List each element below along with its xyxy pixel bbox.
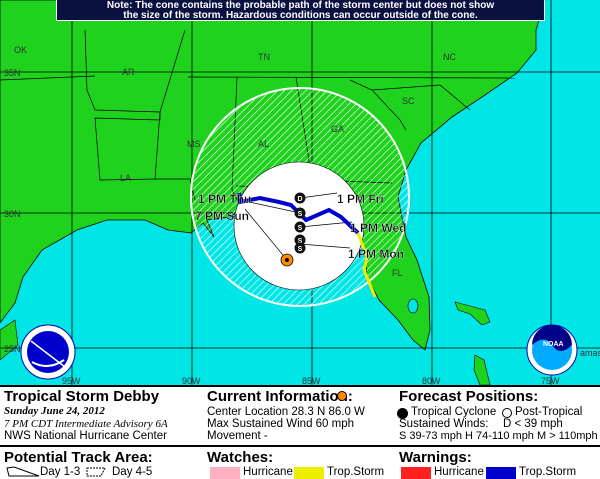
forecast-point-1: S [294, 207, 306, 219]
forecast-point-2: S [294, 221, 306, 233]
ts-warning-label: Trop.Storm [519, 466, 577, 478]
ts-watch-label: Trop.Storm [327, 466, 385, 478]
svg-text:D: D [297, 196, 302, 203]
lon-label-75w: 75W [541, 376, 560, 385]
place-label-bahamas: amas [580, 348, 600, 358]
lon-label-85w: 85W [302, 376, 321, 385]
hurricane-watch-swatch [210, 467, 240, 479]
center-location: Center Location 28.3 N 86.0 W [207, 406, 365, 418]
tropical-storm-warning-coast [237, 192, 360, 235]
banner-line-1: Note: The cone contains the probable pat… [106, 0, 495, 11]
svg-text:NOAA: NOAA [543, 341, 564, 348]
sustained-winds-label: Sustained Winds: [399, 418, 489, 430]
current-position-icon [337, 391, 347, 401]
lon-label-80w: 80W [422, 376, 441, 385]
state-label-al: AL [258, 139, 269, 149]
state-label-ok: OK [14, 45, 27, 55]
advisory-date: Sunday June 24, 2012 [4, 405, 105, 417]
svg-text:S: S [298, 225, 303, 232]
forecast-point-3: S [294, 234, 306, 246]
noaa-logo: NOAA [526, 324, 578, 376]
leader-lines [239, 192, 353, 261]
wind-class-d: D < 39 mph [503, 418, 563, 430]
state-label-sc: SC [402, 96, 415, 106]
label-1pm-mon: 1 PM Mon [348, 247, 404, 261]
forecast-point-4: S [294, 242, 306, 254]
state-label-ga: GA [331, 124, 344, 134]
day4-5-label: Day 4-5 [112, 466, 153, 478]
lat-label-35n: 35N [4, 68, 21, 78]
state-label-fl: FL [392, 268, 403, 278]
tropical-storm-watch-coast [356, 232, 377, 298]
state-label-la: LA [120, 173, 131, 183]
label-1pm-fri: 1 PM Fri [337, 192, 384, 206]
hurricane-warning-swatch [401, 467, 431, 479]
current-info-title: Current Information: [207, 388, 353, 405]
track-area-title: Potential Track Area: [4, 449, 153, 466]
lon-label-95w: 95W [62, 376, 81, 385]
lake-okeechobee [407, 298, 419, 314]
issuing-center: NWS National Hurricane Center [4, 430, 167, 442]
cone-disclaimer-banner: Note: The cone contains the probable pat… [56, 0, 545, 21]
label-1pm-wed: 1 PM Wed [350, 221, 406, 235]
tropical-cyclone-label: Tropical Cyclone [411, 406, 497, 418]
lon-label-90w: 90W [182, 376, 201, 385]
day1-3-label: Day 1-3 [40, 466, 81, 478]
state-label-ar: AR [122, 67, 135, 77]
day4-5-cone-icon [86, 467, 106, 477]
movement: Movement - [207, 430, 268, 442]
label-1pm-thu: 1 PM Thu [198, 192, 251, 206]
storm-name: Tropical Storm Debby [4, 388, 160, 405]
state-label-nc: NC [443, 52, 456, 62]
current-position-marker [280, 253, 294, 267]
legend-panel: Tropical Storm Debby Sunday June 24, 201… [0, 385, 600, 479]
hurricane-watch-label: Hurricane [243, 466, 293, 478]
ts-watch-swatch [294, 467, 324, 479]
banner-line-2: the size of the storm. Hazardous conditi… [123, 10, 478, 21]
islands [0, 301, 491, 385]
forecast-positions-title: Forecast Positions: [399, 388, 539, 405]
wind-classes-shm: S 39-73 mph H 74-110 mph M > 110mph [399, 430, 598, 442]
state-label-ms: MS [187, 139, 201, 149]
state-label-tn: TN [258, 52, 270, 62]
legend-divider [0, 445, 600, 447]
post-tropical-label: Post-Tropical [515, 406, 583, 418]
lat-label-25n: 25N [4, 344, 21, 354]
forecast-point-0: D [294, 192, 306, 204]
lat-label-30n: 30N [4, 209, 21, 219]
day1-3-cone-icon [6, 466, 40, 477]
post-tropical-icon [502, 408, 512, 418]
advisory-number: 7 PM CDT Intermediate Advisory 6A [4, 418, 168, 430]
svg-text:S: S [298, 246, 303, 253]
tropical-cyclone-icon [397, 408, 408, 419]
warnings-title: Warnings: [399, 449, 472, 466]
max-wind: Max Sustained Wind 60 mph [207, 418, 355, 430]
svg-text:S: S [298, 211, 303, 218]
ts-warning-swatch [486, 467, 516, 479]
hurricane-warning-label: Hurricane [434, 466, 484, 478]
label-7pm-sun: 7 PM Sun [195, 209, 249, 223]
nws-logo [20, 324, 76, 380]
watches-title: Watches: [207, 449, 274, 466]
svg-text:S: S [298, 238, 303, 245]
